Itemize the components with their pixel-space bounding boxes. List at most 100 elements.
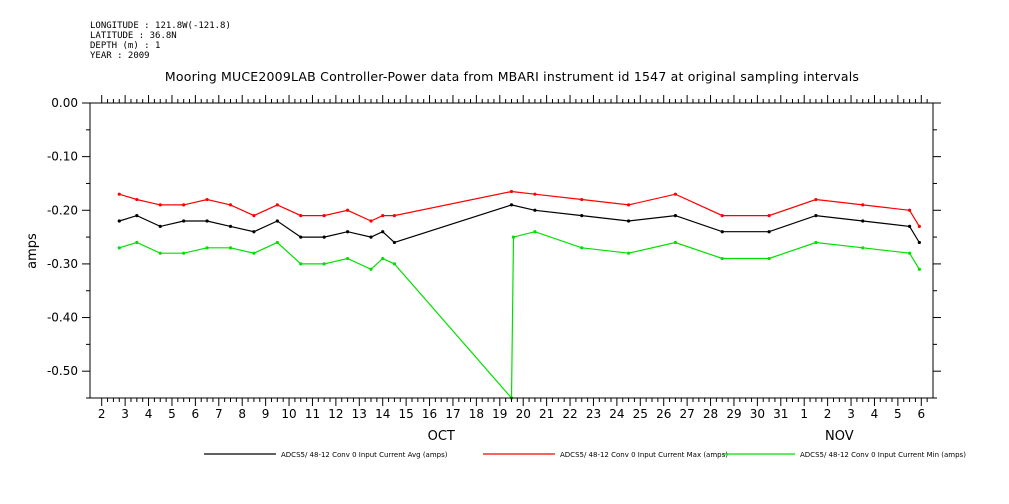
latitude-text: LATITUDE : 36.8N: [90, 31, 177, 41]
x-tick-label: 10: [281, 407, 296, 421]
month-label: NOV: [825, 429, 854, 444]
series-point: [626, 251, 631, 255]
series-point: [135, 214, 139, 218]
legend-label: ADCS5/ 48-12 Conv 0 Input Current Max (a…: [560, 451, 728, 459]
series-point: [392, 214, 397, 218]
x-tick-label: 23: [586, 407, 601, 421]
y-axis-label: amps: [25, 233, 40, 269]
series-point: [767, 256, 771, 261]
series-point: [252, 251, 256, 255]
series-point: [381, 214, 385, 218]
depth-text: DEPTH (m) : 1: [90, 41, 161, 51]
series-point: [626, 219, 631, 223]
x-tick-label: 1: [800, 407, 808, 421]
x-tick-label: 5: [894, 407, 902, 421]
series-point: [252, 214, 256, 218]
series-point: [907, 251, 912, 255]
series-point: [814, 197, 818, 202]
series-point: [533, 192, 537, 196]
chart-title-wrapper: Mooring MUCE2009LAB Controller-Power dat…: [0, 69, 1009, 84]
series-point: [182, 203, 186, 207]
series-point: [205, 219, 209, 223]
series-point: [228, 224, 233, 228]
x-tick-label: 19: [492, 407, 507, 421]
chart-title: Mooring MUCE2009LAB Controller-Power dat…: [164, 69, 860, 84]
axis-layer: 0.00-0.10-0.20-0.30-0.40-0.502 3 4 5 6 7 8 9 10 1…: [47, 95, 941, 444]
series-point: [322, 235, 326, 239]
y-tick-label: -0.30: [47, 257, 78, 271]
series-point: [275, 203, 279, 207]
x-tick-label: 5: [168, 407, 176, 421]
series-point: [345, 256, 350, 261]
x-tick-label: 28: [703, 407, 718, 421]
x-tick-label: 3: [121, 407, 129, 421]
x-tick-label: 29: [726, 407, 741, 421]
x-tick-label: 11: [305, 407, 320, 421]
series-point: [767, 230, 771, 234]
series-point: [299, 214, 303, 218]
year-text: YEAR : 2009: [90, 51, 150, 61]
x-tick-label: 7: [215, 407, 223, 421]
series-point: [275, 219, 279, 223]
series-point: [345, 230, 350, 234]
series-point: [907, 224, 912, 228]
series-point: [369, 235, 373, 239]
x-tick-label: 12: [328, 407, 343, 421]
x-tick-label: 21: [539, 407, 554, 421]
series-point: [322, 262, 326, 266]
series-point: [205, 246, 209, 250]
series-point: [117, 246, 121, 250]
series-point: [673, 192, 678, 196]
series-point: [917, 267, 921, 271]
y-tick-label: -0.10: [47, 150, 78, 164]
series-point: [720, 214, 724, 218]
series-line: [119, 204, 920, 244]
x-tick-label: 8: [238, 407, 246, 421]
x-tick-label: 20: [516, 407, 531, 421]
series-point: [299, 262, 303, 266]
series-point: [511, 235, 516, 239]
series-point: [673, 214, 678, 218]
series-point: [626, 203, 631, 207]
x-tick-label: 4: [871, 407, 879, 421]
series-point: [392, 262, 397, 266]
series-point: [509, 203, 514, 207]
series-point: [720, 230, 724, 234]
series-point: [345, 208, 350, 212]
x-tick-label: 22: [562, 407, 577, 421]
series-point: [158, 224, 162, 228]
legend-label: ADCS5/ 48-12 Conv 0 Input Current Min (a…: [800, 451, 966, 459]
series-point: [673, 240, 678, 245]
x-tick-label: 16: [422, 407, 437, 421]
series-point: [369, 219, 373, 223]
x-tick-label: 24: [609, 407, 624, 421]
series-point: [228, 203, 233, 207]
legend-label: ADCS5/ 48-12 Conv 0 Input Current Avg (a…: [281, 451, 448, 459]
series-point: [907, 208, 912, 212]
series-point: [580, 246, 584, 250]
x-tick-label: 2: [824, 407, 832, 421]
series-point: [533, 208, 537, 212]
series-point: [861, 219, 865, 223]
series-point: [135, 197, 139, 202]
series-point: [381, 230, 385, 234]
series-point: [135, 240, 139, 245]
y-tick-label: -0.40: [47, 311, 78, 325]
x-tick-label: 27: [679, 407, 694, 421]
series-point: [275, 240, 279, 245]
x-tick-label: 3: [847, 407, 855, 421]
series-point: [509, 189, 514, 194]
x-tick-label: 17: [445, 407, 460, 421]
series-point: [158, 251, 162, 255]
x-tick-label: 15: [398, 407, 413, 421]
series-line: [119, 231, 920, 400]
x-tick-label: 31: [773, 407, 788, 421]
series-point: [299, 235, 303, 239]
series-point: [580, 197, 584, 202]
series-point: [392, 240, 397, 245]
series-point: [117, 219, 121, 223]
series-point: [720, 256, 724, 261]
series-point: [814, 240, 818, 245]
series-point: [917, 224, 921, 228]
